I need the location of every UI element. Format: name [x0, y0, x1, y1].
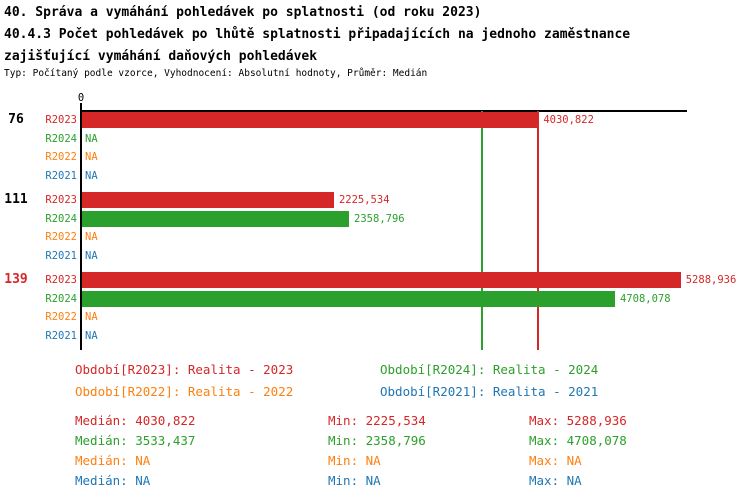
median-line-r2023 — [537, 111, 539, 350]
page-title-line2: 40.4.3 Počet pohledávek po lhůtě splatno… — [4, 27, 631, 42]
page-title-line1: 40. Správa a vymáhání pohledávek po spla… — [4, 5, 482, 20]
legend-item-r2021: Období[R2021]: Realita - 2021 — [380, 384, 599, 399]
bar-r2023 — [82, 272, 681, 288]
na-label-r2024: NA — [85, 132, 98, 145]
group-label-76: 76 — [8, 112, 24, 127]
stat-min-r2024: Min: 2358,796 — [328, 433, 426, 448]
bar-value-label-r2023: 2225,534 — [338, 194, 390, 206]
na-label-r2021: NA — [85, 329, 98, 342]
bar-r2024 — [82, 290, 615, 307]
na-label-r2021: NA — [85, 249, 98, 262]
stat-median-r2022: Medián: NA — [75, 453, 151, 468]
median-line-r2024 — [481, 111, 483, 350]
stat-median-r2024: Medián: 3533,437 — [75, 433, 196, 448]
legend-item-r2022: Období[R2022]: Realita - 2022 — [75, 384, 294, 399]
bar-value-label-r2024: 4708,078 — [619, 292, 671, 305]
series-label-r2023: R2023 — [45, 194, 77, 206]
na-label-r2022: NA — [85, 311, 98, 323]
bar-r2024 — [82, 210, 350, 227]
series-label-r2024: R2024 — [45, 292, 77, 305]
stat-median-r2021: Medián: NA — [75, 473, 151, 488]
stat-min-r2023: Min: 2225,534 — [328, 413, 426, 428]
bar-value-label-r2023: 5288,936 — [685, 274, 737, 286]
series-label-r2021: R2021 — [45, 249, 77, 262]
page-title-line3: zajišťující vymáhání daňových pohledávek — [4, 49, 318, 64]
zero-tick-label: 0 — [77, 92, 85, 104]
na-label-r2022: NA — [85, 231, 98, 243]
stat-min-r2021: Min: NA — [328, 473, 381, 488]
legend-item-r2024: Období[R2024]: Realita - 2024 — [380, 362, 599, 377]
group-label-111: 111 — [4, 192, 28, 207]
bar-r2023 — [82, 192, 334, 208]
na-label-r2022: NA — [85, 151, 98, 163]
x-axis-line — [80, 110, 687, 112]
na-label-r2021: NA — [85, 169, 98, 182]
bar-value-label-r2024: 2358,796 — [354, 212, 405, 225]
stat-max-r2024: Max: 4708,078 — [529, 433, 627, 448]
series-label-r2023: R2023 — [45, 274, 77, 286]
series-label-r2022: R2022 — [45, 311, 77, 323]
series-label-r2024: R2024 — [45, 212, 77, 225]
stat-max-r2021: Max: NA — [529, 473, 582, 488]
stat-max-r2023: Max: 5288,936 — [529, 413, 627, 428]
chart-type-info: Typ: Počítaný podle vzorce, Vyhodnocení:… — [4, 68, 428, 79]
stat-median-r2023: Medián: 4030,822 — [75, 413, 196, 428]
series-label-r2021: R2021 — [45, 169, 77, 182]
series-label-r2022: R2022 — [45, 151, 77, 163]
series-label-r2021: R2021 — [45, 329, 77, 342]
stat-min-r2022: Min: NA — [328, 453, 381, 468]
series-label-r2023: R2023 — [45, 114, 77, 126]
group-label-139: 139 — [4, 272, 28, 287]
series-label-r2024: R2024 — [45, 132, 77, 145]
bar-value-label-r2023: 4030,822 — [543, 114, 594, 126]
bar-r2023 — [82, 112, 539, 128]
y-axis-line — [80, 103, 82, 350]
legend-item-r2023: Období[R2023]: Realita - 2023 — [75, 362, 294, 377]
stat-max-r2022: Max: NA — [529, 453, 582, 468]
series-label-r2022: R2022 — [45, 231, 77, 243]
